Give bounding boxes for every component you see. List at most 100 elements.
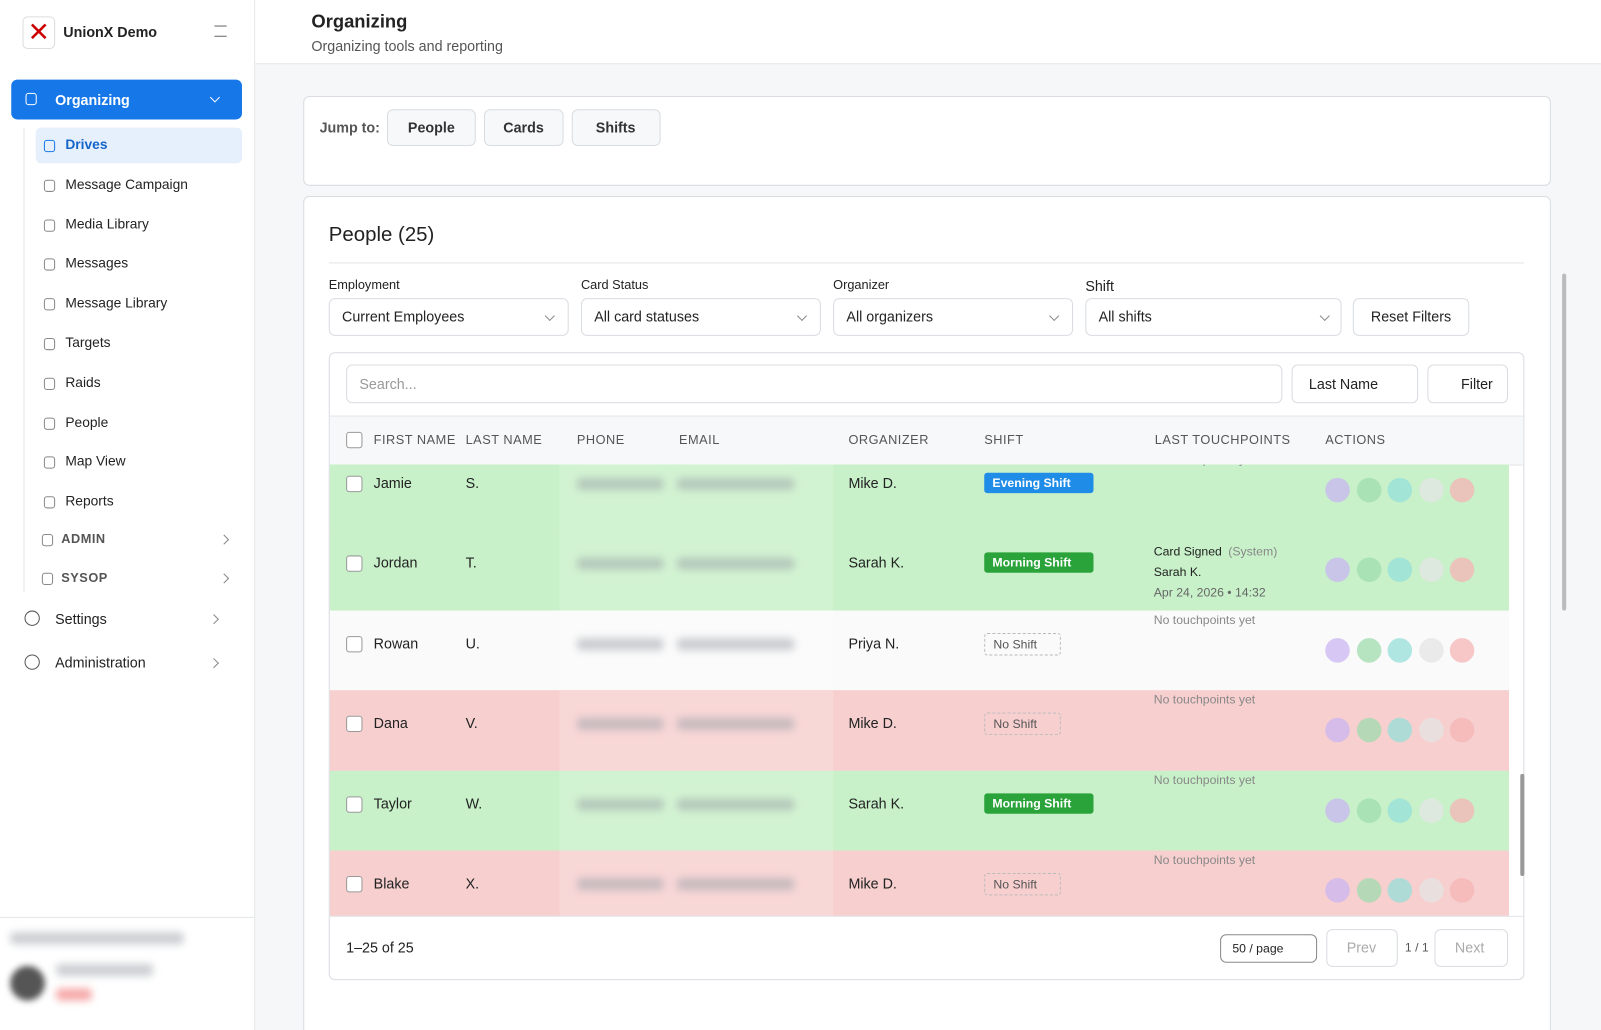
nav-icon xyxy=(43,456,56,470)
email-hidden xyxy=(676,557,795,571)
action-button[interactable] xyxy=(1418,637,1444,663)
filter-select[interactable] xyxy=(833,298,1074,336)
search-input[interactable] xyxy=(346,364,1283,404)
first-name: Dana xyxy=(373,714,408,732)
search-placeholder: Search... xyxy=(359,375,417,393)
nav-item[interactable]: Map View xyxy=(65,453,126,470)
column-header: ORGANIZER xyxy=(848,432,929,448)
select-all[interactable] xyxy=(346,431,363,449)
action-button[interactable] xyxy=(1356,878,1381,903)
filter-button[interactable] xyxy=(1427,364,1509,404)
action-button[interactable] xyxy=(1449,717,1475,743)
action-button[interactable] xyxy=(1325,557,1350,583)
column-header: ACTIONS xyxy=(1325,432,1386,448)
user-area xyxy=(0,916,255,918)
shift-badge[interactable]: Morning Shift xyxy=(984,792,1094,814)
action-button[interactable] xyxy=(1356,798,1381,823)
jump-label: Jump to: xyxy=(319,119,380,136)
row-checkbox[interactable] xyxy=(346,876,363,893)
action-button[interactable] xyxy=(1325,637,1350,663)
column-header[interactable]: PHONE xyxy=(576,432,625,448)
action-button[interactable] xyxy=(1325,477,1350,503)
row-checkbox[interactable] xyxy=(346,555,363,573)
action-button[interactable] xyxy=(1325,798,1350,823)
action-button[interactable] xyxy=(1325,878,1350,903)
filter-select[interactable] xyxy=(328,298,569,336)
workspace[interactable]: UnionX Demo xyxy=(63,23,158,40)
nav-item[interactable]: Drives xyxy=(65,136,108,153)
page-size[interactable] xyxy=(1220,934,1318,963)
action-button[interactable] xyxy=(1387,557,1413,583)
action-button[interactable] xyxy=(1418,798,1444,823)
action-button[interactable] xyxy=(1418,717,1444,743)
prev-button[interactable] xyxy=(1326,929,1398,967)
header-bar xyxy=(255,0,1601,65)
action-button[interactable] xyxy=(1418,557,1444,583)
action-button[interactable] xyxy=(1449,798,1475,823)
nav-item[interactable]: Media Library xyxy=(65,216,149,232)
divider xyxy=(328,262,1525,264)
nav-item[interactable]: Message Library xyxy=(65,295,168,311)
nav-item[interactable]: Message Campaign xyxy=(65,176,188,192)
touchpoint-source: (System) xyxy=(1228,544,1278,559)
shift-badge[interactable]: No Shift xyxy=(984,872,1061,896)
page-indicator: 1 / 1 xyxy=(1404,940,1429,955)
nav-item[interactable]: Raids xyxy=(65,374,101,390)
action-button[interactable] xyxy=(1449,557,1475,583)
action-button[interactable] xyxy=(1387,477,1413,503)
active-nav[interactable] xyxy=(11,79,242,120)
column-header[interactable]: LAST TOUCHPOINTS xyxy=(1154,432,1291,448)
sort-button[interactable] xyxy=(1291,364,1419,404)
filter-select[interactable] xyxy=(580,298,821,336)
table-footer xyxy=(329,915,1524,917)
action-button[interactable] xyxy=(1356,637,1381,663)
action-button[interactable] xyxy=(1418,878,1444,903)
nav-group[interactable]: ADMIN xyxy=(61,531,106,547)
nav-group[interactable]: SYSOP xyxy=(61,570,108,585)
action-button[interactable] xyxy=(1387,798,1413,823)
jump-button[interactable] xyxy=(571,109,661,147)
jump-button[interactable] xyxy=(386,109,476,147)
action-button[interactable] xyxy=(1449,637,1475,663)
table-row: Taylor W. Sarah K. Morning Shift No touchpoi… xyxy=(329,770,1510,852)
row-checkbox[interactable] xyxy=(346,795,363,813)
nav-item[interactable]: Reports xyxy=(65,493,114,509)
email-hidden xyxy=(676,477,795,491)
menu-icon[interactable] xyxy=(214,25,227,37)
jump-button[interactable] xyxy=(483,109,564,147)
next-button[interactable] xyxy=(1434,929,1509,967)
action-button[interactable] xyxy=(1449,477,1475,503)
nav-item[interactable]: Targets xyxy=(65,334,111,351)
filter-value: Current Employees xyxy=(342,308,465,325)
action-button[interactable] xyxy=(1449,878,1475,903)
column-header[interactable]: LAST NAME xyxy=(465,432,543,448)
row-checkbox[interactable] xyxy=(346,475,363,493)
action-button[interactable] xyxy=(1387,717,1413,743)
action-button[interactable] xyxy=(1387,637,1413,663)
last-name: V. xyxy=(465,714,478,732)
shift-badge[interactable]: Morning Shift xyxy=(984,552,1094,574)
action-button[interactable] xyxy=(1356,717,1381,743)
nav-item[interactable]: People xyxy=(65,414,109,430)
nav-icon xyxy=(43,496,56,509)
action-button[interactable] xyxy=(1356,557,1381,583)
nav-bottom[interactable]: Settings xyxy=(55,610,107,627)
nav-bottom[interactable]: Administration xyxy=(55,654,146,671)
filter-select[interactable] xyxy=(1085,298,1342,336)
first-name: Jamie xyxy=(373,474,412,492)
action-button[interactable] xyxy=(1418,477,1444,503)
nav-icon xyxy=(43,258,56,271)
nav-item[interactable]: Messages xyxy=(65,255,129,271)
shift-badge[interactable]: No Shift xyxy=(984,712,1061,736)
column-header[interactable]: EMAIL xyxy=(678,432,720,448)
row-checkbox[interactable] xyxy=(346,635,363,653)
action-button[interactable] xyxy=(1325,717,1350,743)
row-checkbox[interactable] xyxy=(346,715,363,733)
shift-badge[interactable]: Evening Shift xyxy=(984,472,1094,494)
action-button[interactable] xyxy=(1387,878,1413,903)
action-button[interactable] xyxy=(1356,477,1381,503)
shift-badge[interactable]: No Shift xyxy=(984,632,1061,656)
touchpoint-when: Apr 24, 2026 • 14:32 xyxy=(1153,585,1266,600)
reset-button[interactable] xyxy=(1352,298,1470,336)
